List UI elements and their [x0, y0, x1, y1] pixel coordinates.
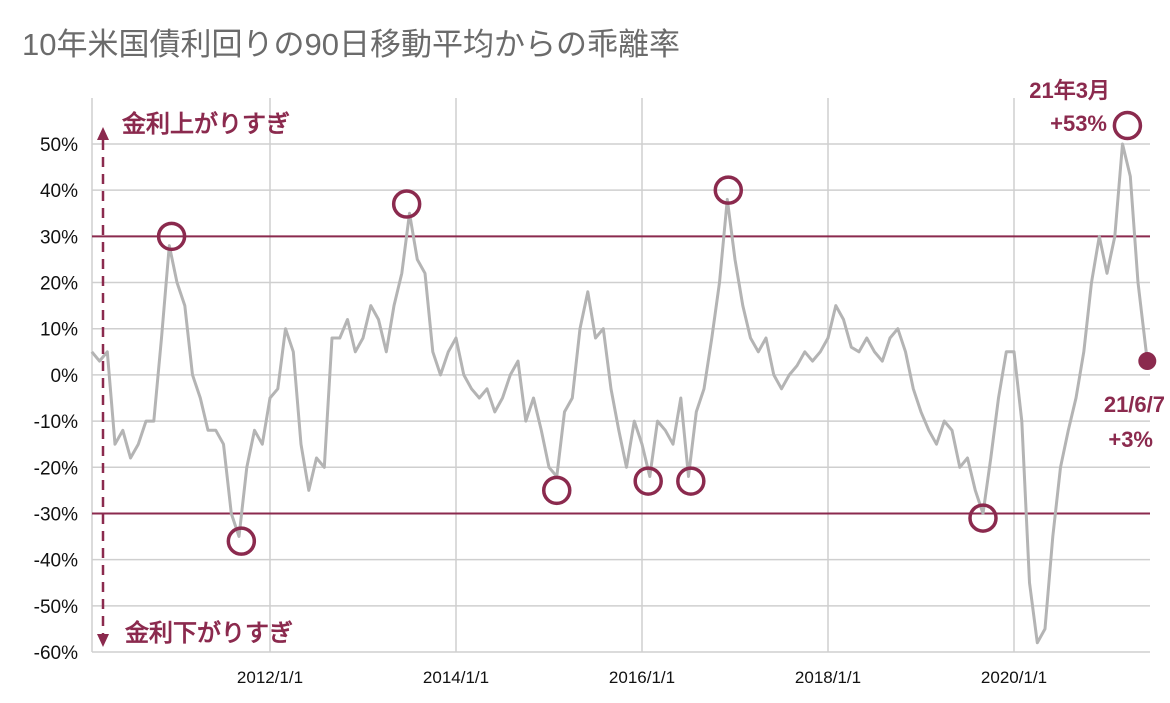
- x-tick-label: 2012/1/1: [237, 668, 303, 687]
- y-tick-label: -60%: [34, 643, 78, 664]
- highlight-circle: [542, 475, 572, 506]
- arrow-up-icon: [97, 127, 109, 140]
- direction-arrow: [97, 127, 109, 647]
- x-tick-label: 2020/1/1: [981, 668, 1047, 687]
- y-tick-label: -30%: [34, 504, 78, 525]
- highlight-circle: [156, 221, 187, 252]
- highlight-circles: [156, 110, 1143, 556]
- y-tick-label: 40%: [40, 181, 78, 202]
- last-label-date: 21/6/7: [1104, 392, 1165, 417]
- highlight-circle: [1112, 110, 1143, 141]
- y-tick-label: 10%: [40, 320, 78, 341]
- last-label-value: +3%: [1108, 427, 1153, 452]
- y-tick-label: 0%: [51, 366, 79, 387]
- y-tick-label: -10%: [34, 412, 78, 433]
- peak-label-date: 21年3月: [1029, 78, 1110, 103]
- highlight-circle: [713, 175, 744, 205]
- threshold-lines: [92, 235, 1150, 515]
- highlight-circle: [633, 466, 663, 496]
- y-tick-label: -40%: [34, 551, 78, 572]
- series-line: [90, 142, 1149, 645]
- last-point-marker: [1138, 352, 1157, 371]
- y-tick-label: -20%: [34, 458, 78, 479]
- grid: [91, 98, 1150, 653]
- highlight-circle: [968, 503, 998, 533]
- highlight-circle: [676, 466, 706, 496]
- arrow-down-icon: [97, 634, 109, 647]
- x-tick-label: 2016/1/1: [609, 668, 675, 687]
- highlight-circle: [226, 526, 257, 556]
- peak-label-value: +53%: [1050, 111, 1107, 136]
- x-tick-label: 2018/1/1: [795, 668, 861, 687]
- x-tick-label: 2014/1/1: [423, 668, 489, 687]
- upper-label: 金利上がりすぎ: [121, 110, 290, 138]
- lower-label: 金利下がりすぎ: [124, 619, 293, 647]
- y-axis: 50% 40% 30% 20% 10% 0% -10% -20% -30% -40% -50% -60…: [34, 135, 78, 664]
- chart-title: 10年米国債利回りの90日移動平均からの乖離率: [22, 27, 680, 62]
- x-axis: 2012/1/1 2014/1/1 2016/1/1 2018/1/1 2020/1/1: [237, 668, 1047, 687]
- y-tick-label: 20%: [40, 274, 78, 295]
- y-tick-label: 30%: [40, 227, 78, 248]
- highlight-circle: [391, 189, 422, 219]
- y-tick-label: 50%: [40, 135, 78, 156]
- y-tick-label: -50%: [34, 597, 78, 618]
